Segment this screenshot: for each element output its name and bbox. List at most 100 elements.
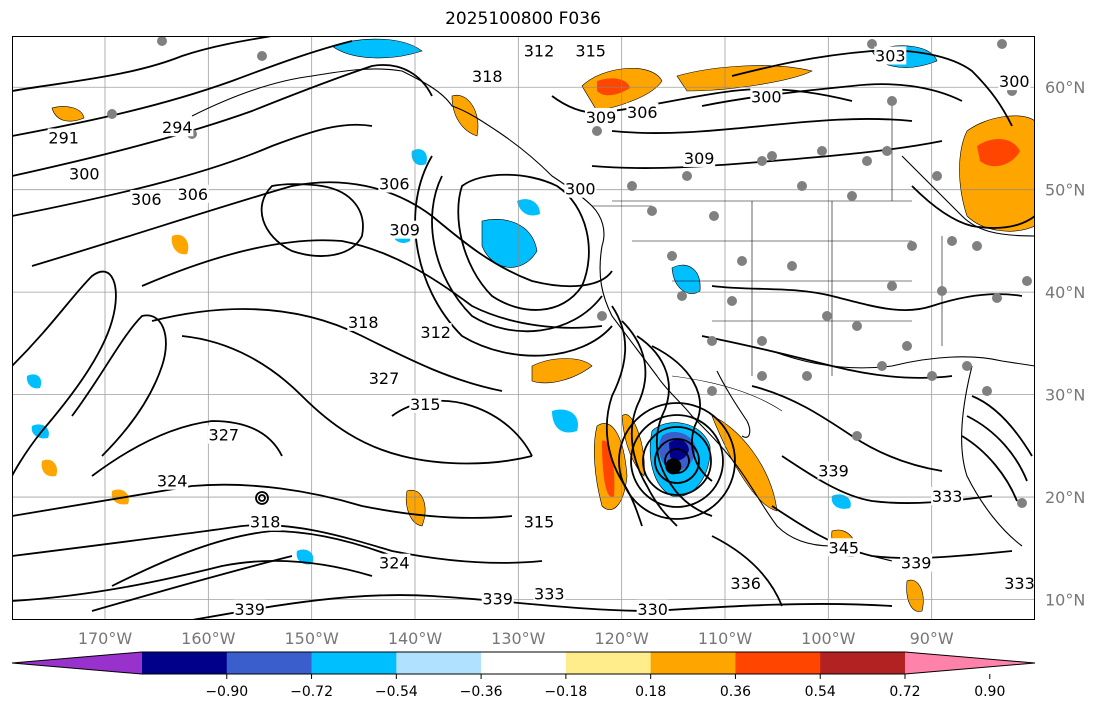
lat-tick-label: 50°N [1045,181,1085,200]
gridlines [12,36,1035,620]
contour-label: 315 [410,395,441,414]
contour-label-bg [931,487,964,506]
contour-label-bg [47,128,80,147]
contour-label: 333 [932,487,963,506]
contour-label: 336 [730,574,761,593]
contour-label-layer: 291 300 306 306 294 306 309 318 312 327 315 327 324 3… [47,41,1035,619]
contour-label-bg [388,220,421,239]
colorbar-segment [565,652,652,674]
contour-label-bg [1003,574,1035,593]
contour-label: 318 [348,313,379,332]
contour-label: 306 [131,190,162,209]
contour-label: 339 [482,590,513,609]
colorbar-tick-label: 0.18 [635,684,666,700]
lat-tick-label: 20°N [1045,488,1085,507]
contour-label-bg [817,461,850,480]
contour-label: 345 [829,538,860,557]
contour-label: 312 [524,41,555,60]
contour-label-bg [207,425,240,444]
lat-tick-label: 60°N [1045,78,1085,97]
contour-label-bg [68,164,101,183]
colorbar-segment [481,652,567,674]
contour-label: 300 [565,180,596,199]
contour-label: 303 [875,46,906,65]
contour-label-bg [636,599,669,618]
contour-label: 333 [534,584,565,603]
colorbar-outline [11,651,1036,675]
contour-label: 327 [209,426,240,445]
contour-label-bg [176,184,209,203]
contour-label-bg [626,102,659,121]
contour-label: 318 [250,513,281,532]
colorbar-tick-label: −0.36 [460,684,503,700]
contour-label-bg [564,179,597,198]
contour-label: 300 [999,72,1030,91]
contour-label: 315 [524,513,555,532]
contour-label-bg [523,41,555,60]
colorbar-segment [226,652,313,674]
colorbar-tick-label: 0.72 [889,684,920,700]
contour-label: 309 [586,108,617,127]
contour-label: 318 [472,67,503,86]
contour-label: 324 [157,472,188,491]
contour-label-bg [378,174,411,193]
contour-label: 309 [684,149,715,168]
contour-label: 312 [420,323,451,342]
contour-label-bg [900,553,933,572]
colorbar-segment [650,652,736,674]
contour-label-bg [409,394,442,413]
contour-label: 306 [178,185,209,204]
contour-label-bg [419,323,452,342]
contour-label: 327 [369,369,400,388]
contour-label: 300 [69,164,100,183]
contour-label-bg [368,369,400,388]
contour-label: 306 [627,103,658,122]
lat-tick-label: 40°N [1045,283,1085,302]
contour-label: 309 [389,221,420,240]
colorbar-tick-label: −0.18 [544,684,587,700]
contour-label-bg [156,471,189,490]
station-dots [107,36,1032,508]
colorbar-extend-high [905,652,1035,674]
contour-label: 324 [379,554,410,573]
map-plot: 291 300 306 306 294 306 309 318 312 327 315 327 324 3… [12,36,1035,620]
coastline-layer [191,68,1035,562]
colorbar: −0.90 −0.72 −0.54 −0.36 −0.18 0.18 0.36 0.54 0.7… [11,651,1036,700]
contour-label: 315 [575,41,606,60]
contour-label-bg [827,538,860,557]
contour-label: 294 [162,118,193,137]
contour-label-bg [998,72,1031,91]
contour-label-bg [523,512,555,531]
colorbar-tick-label: 0.36 [720,684,751,700]
colorbar-segment [396,652,482,674]
map-frame [12,36,1035,620]
colorbar-tick-label: −0.72 [290,684,333,700]
colorbar-tick-label: 0.54 [805,684,836,700]
contour-label-bg [130,189,163,208]
contour-layer [12,36,1035,620]
border-layer [592,96,943,412]
contour-label-bg [750,87,783,106]
colorbar-tick-label: −0.90 [205,684,248,700]
contour-label-bg [574,41,607,60]
colorbar-extend-low [12,652,142,674]
contour-label-bg [233,599,266,618]
contour-label-bg [683,148,716,167]
lat-tick-label: 10°N [1045,591,1085,610]
colorbar-segment [735,652,821,674]
contour-label: 339 [818,461,849,480]
contour-label: 291 [48,128,79,147]
chart-title: 2025100800 F036 [445,9,601,29]
colorbar-segment [820,652,906,674]
contour-label: 339 [234,600,265,619]
contour-label: 330 [637,600,668,619]
contour-label: 333 [1004,574,1035,593]
storm-center-marker [665,458,682,475]
contour-label-bg [161,118,194,137]
contour-label-bg [471,66,504,85]
contour-label: 339 [901,554,932,573]
contour-label: 300 [751,87,782,106]
contour-label-bg [378,553,411,572]
lat-tick-label: 30°N [1045,386,1085,405]
colorbar-tick-label: −0.54 [375,684,418,700]
